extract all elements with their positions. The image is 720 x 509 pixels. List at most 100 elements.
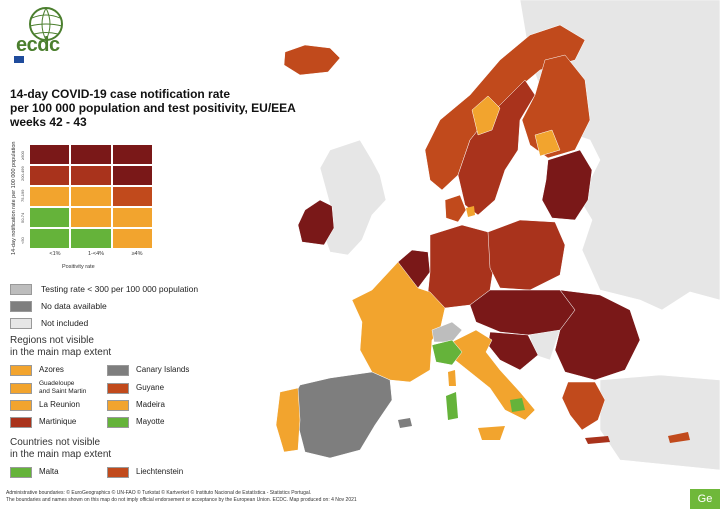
legend-swatch	[10, 382, 32, 394]
iceland	[283, 44, 341, 76]
title-line: per 100 000 population and test positivi…	[10, 101, 296, 115]
corsica	[448, 370, 456, 386]
region-label: Madeira	[136, 400, 165, 409]
matrix-cell	[111, 144, 153, 165]
region-canary-islands: Canary Islands	[107, 364, 189, 376]
matrix-cell	[29, 165, 71, 186]
switzerland	[431, 321, 463, 343]
matrix-cell	[29, 228, 71, 249]
region-label: Mayotte	[136, 417, 165, 426]
matrix-x-axis-label: Positivity rate	[62, 264, 95, 270]
matrix-x-tick: 1-<4%	[87, 251, 105, 257]
legend-swatch	[10, 466, 32, 478]
country-liechtenstein: Liechtenstein	[107, 466, 183, 478]
go-button[interactable]: Ge	[690, 489, 720, 509]
matrix-y-tick: ≥500	[20, 151, 25, 160]
region-label: Martinique	[39, 417, 77, 426]
sardinia	[446, 392, 458, 420]
matrix-cell	[29, 144, 71, 165]
legend-swatch	[107, 364, 129, 376]
section-title-line: Countries not visible	[10, 437, 101, 448]
italy-central-green	[510, 398, 525, 412]
legend-swatch	[10, 283, 32, 295]
france	[351, 261, 446, 383]
legend-swatch	[107, 466, 129, 478]
legend-swatch	[10, 416, 32, 428]
region-guyane: Guyane	[107, 382, 164, 394]
regions-section-title: Regions not visible in the main map exte…	[10, 335, 111, 359]
poland	[487, 219, 566, 291]
region-label-line: Guadeloupe	[39, 380, 75, 387]
matrix-cell	[70, 186, 112, 207]
legend-swatch	[10, 300, 32, 312]
matrix-cell	[111, 186, 153, 207]
legend-swatch	[10, 399, 32, 411]
footer-line: Administrative boundaries: © EuroGeograp…	[6, 490, 312, 496]
romania-bulgaria	[554, 289, 641, 381]
region-label: Guyane	[136, 383, 165, 392]
legend-swatch	[10, 364, 32, 376]
matrix-x-tick: <1%	[49, 251, 61, 257]
matrix-cell	[111, 165, 153, 186]
spain	[291, 371, 393, 459]
finland-south	[534, 129, 561, 157]
region-azores: Azores	[10, 364, 64, 376]
legend-no-data: No data available	[10, 300, 107, 312]
rate-positivity-matrix	[29, 144, 153, 249]
footer-line: The boundaries and names shown on this m…	[6, 496, 357, 503]
region-label: La Reunion	[39, 400, 80, 409]
finland	[521, 54, 591, 159]
ireland	[297, 199, 335, 246]
section-title-line: in the main map extent	[10, 449, 112, 460]
region-label: Guadeloupe and Saint Martin	[39, 380, 86, 396]
portugal	[275, 387, 301, 453]
matrix-y-axis-label: 14-day notification rate per 100 000 pop…	[11, 141, 17, 255]
denmark-island	[466, 206, 475, 217]
legend-label: Testing rate < 300 per 100 000 populatio…	[41, 284, 199, 294]
sweden-central	[471, 95, 501, 136]
country-malta: Malta	[10, 466, 59, 478]
ecdc-logo	[14, 7, 63, 63]
matrix-cell	[70, 207, 112, 228]
legend-swatch	[107, 399, 129, 411]
section-title-line: Regions not visible	[10, 335, 94, 346]
italy-north-green	[431, 339, 463, 366]
matrix-y-tick: 200-499	[20, 166, 25, 181]
title-line: weeks 42 - 43	[10, 115, 87, 129]
legend-label: No data available	[41, 301, 107, 311]
section-title-line: in the main map extent	[10, 347, 112, 358]
legend-swatch	[107, 416, 129, 428]
region-label-line: and Saint Martin	[39, 388, 87, 395]
sicily	[478, 426, 505, 440]
countries-section-title: Countries not visible in the main map ex…	[10, 437, 111, 461]
country-label: Malta	[39, 467, 59, 476]
matrix-cell	[70, 144, 112, 165]
matrix-cell	[111, 228, 153, 249]
matrix-x-tick: ≥4%	[131, 251, 143, 257]
region-label: Canary Islands	[136, 365, 190, 374]
crete	[585, 436, 610, 444]
region-madeira: Madeira	[107, 399, 165, 411]
ecdc-wordmark: ecdc	[16, 34, 60, 56]
baltics	[541, 149, 593, 221]
region-la-reunion: La Reunion	[10, 399, 80, 411]
italy	[451, 329, 536, 421]
matrix-y-tick: 50-74	[20, 212, 25, 223]
greece	[561, 381, 606, 431]
legend-not-included: Not included	[10, 317, 88, 329]
land-not-included	[319, 0, 720, 471]
legend-swatch	[107, 382, 129, 394]
balearic	[398, 418, 412, 428]
map-footer: Administrative boundaries: © EuroGeograp…	[6, 490, 357, 503]
cyprus	[668, 432, 690, 443]
legend-swatch	[10, 317, 32, 329]
matrix-y-tick: 75-199	[20, 189, 25, 202]
central-europe	[469, 289, 576, 336]
denmark	[444, 194, 467, 223]
matrix-cell	[29, 207, 71, 228]
region-label: Azores	[39, 365, 64, 374]
legend-label: Not included	[41, 318, 89, 328]
matrix-cell	[111, 207, 153, 228]
matrix-cell	[29, 186, 71, 207]
